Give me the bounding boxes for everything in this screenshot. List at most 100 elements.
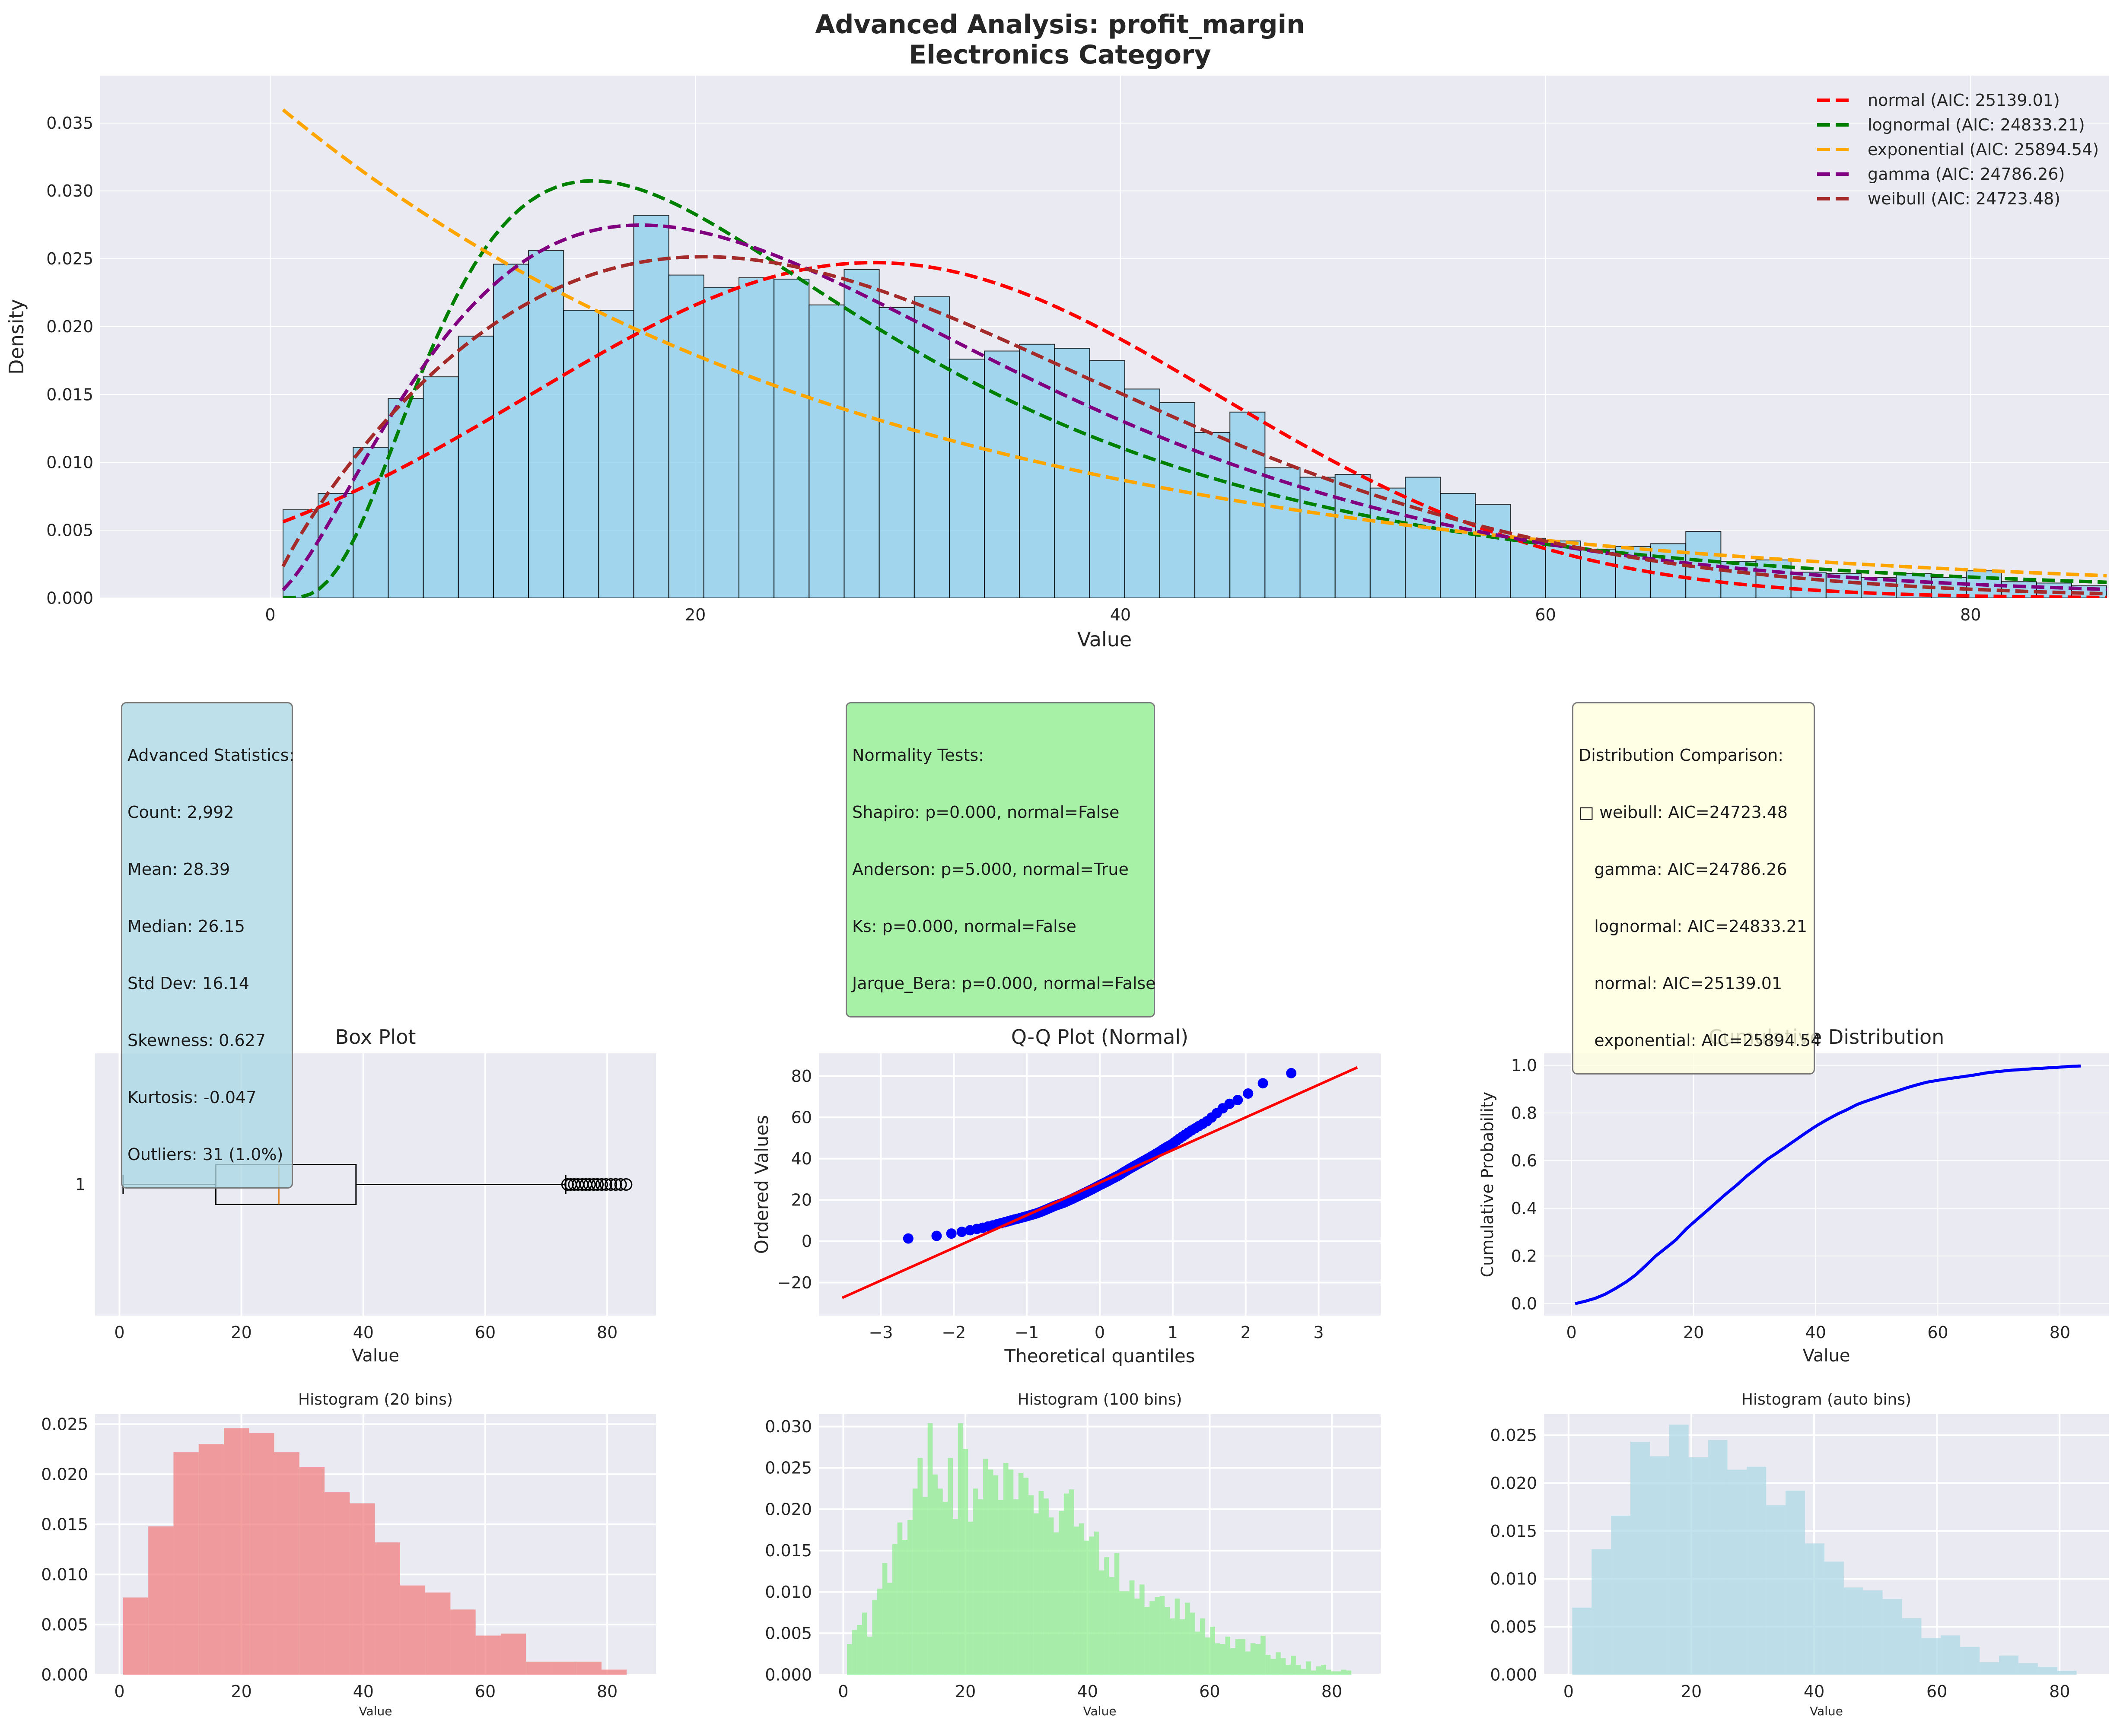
main-hist-bar [633, 215, 669, 598]
histauto-bar [1980, 1662, 1999, 1675]
main-hist-bar [1159, 402, 1196, 598]
main-hist-bar [1404, 477, 1441, 598]
cdf-xtick-label: 20 [1683, 1323, 1704, 1342]
cdf-ytick-label: 0.8 [1511, 1103, 1537, 1122]
comparison-line: gamma: AIC=24786.26 [1579, 860, 1787, 879]
tests-line: Ks: p=0.000, normal=False [852, 917, 1076, 936]
main-hist-bar [668, 274, 704, 598]
qq-xtick-label: 0 [1095, 1323, 1105, 1342]
box-outlier [609, 1178, 622, 1191]
main-hist-bar [563, 310, 599, 598]
advanced-statistics-box: Advanced Statistics: Count: 2,992 Mean: … [121, 702, 294, 1189]
main-xtick-label: 80 [1960, 605, 1981, 624]
cdf-gridlines [1544, 1053, 2109, 1316]
histauto-bar [1766, 1505, 1786, 1675]
tests-line: Jarque_Bera: p=0.000, normal=False [852, 974, 1156, 993]
hist100-bar [867, 1636, 872, 1675]
hauto-xtick-label: 60 [1926, 1682, 1947, 1701]
hist100-bar [892, 1544, 898, 1675]
hauto-ytick-label: 0.005 [1490, 1617, 1537, 1636]
hist100-bar [1063, 1493, 1069, 1675]
hist100-bar [958, 1423, 963, 1675]
h20-xtick-label: 40 [353, 1682, 374, 1701]
histauto-bar [1863, 1590, 1883, 1675]
hist100-bar [1169, 1618, 1175, 1675]
main-hist-bar [914, 296, 950, 598]
cdf-ytick-label: 0.6 [1511, 1151, 1537, 1170]
hist20-bar [350, 1503, 375, 1675]
h20-xtick-label: 80 [597, 1682, 618, 1701]
main-fit-curves [281, 108, 2107, 598]
hist100-bar [933, 1474, 938, 1675]
hist100-bar [1316, 1666, 1321, 1675]
qq-point [903, 1233, 914, 1244]
main-hist-bar [1299, 477, 1336, 598]
main-ytick-label: 0.000 [46, 588, 93, 607]
qq-point [931, 1230, 942, 1241]
histauto-bar [1843, 1587, 1863, 1675]
hist20-bar [576, 1661, 602, 1675]
hist100-bar [1003, 1463, 1009, 1675]
qq-xtick-label: −2 [942, 1323, 966, 1342]
hist100-bar [1265, 1655, 1271, 1675]
qq-xtick-label: −3 [869, 1323, 893, 1342]
box-outlier [591, 1178, 604, 1191]
hist20-bar [400, 1585, 426, 1675]
hauto-ytick-label: 0.000 [1490, 1665, 1537, 1684]
cdf-ytick-label: 0.4 [1511, 1199, 1537, 1218]
qq-ytick-label: 40 [791, 1149, 812, 1168]
cdf-line [1575, 1064, 2081, 1305]
qq-ytick-label: 0 [802, 1232, 812, 1251]
comparison-line: □ weibull: AIC=24723.48 [1579, 803, 1788, 822]
main-hist-bar [423, 376, 459, 598]
h100-xtick-label: 20 [955, 1682, 976, 1701]
h100-ytick-label: 0.025 [765, 1459, 812, 1478]
hist100-bar [1230, 1648, 1235, 1675]
qq-point [1257, 1078, 1268, 1089]
hist100-bar [963, 1449, 968, 1675]
stats-line: Skewness: 0.627 [127, 1031, 266, 1050]
hist100-bar [1144, 1607, 1150, 1675]
hist100-bar [1276, 1652, 1281, 1675]
cdf-marks [1575, 1064, 2081, 1305]
qq-xtick-label: 2 [1241, 1323, 1251, 1342]
hist100-bar [927, 1423, 933, 1675]
h20-title: Histogram (20 bins) [298, 1391, 453, 1409]
main-ytick-label: 0.030 [46, 181, 93, 200]
hist20-bar [123, 1597, 149, 1675]
hist100-bar [1210, 1626, 1216, 1675]
hist100-bar [1028, 1495, 1034, 1675]
box-outlier [561, 1178, 574, 1191]
hist100-bar [877, 1588, 882, 1675]
figure-title-line1: Advanced Analysis: profit_margin [815, 10, 1305, 40]
hist20-bar [148, 1526, 174, 1675]
qq-marks [841, 1066, 1358, 1299]
hist100-bar [942, 1501, 948, 1675]
tests-line: Normality Tests: [852, 746, 984, 765]
h100-title: Histogram (100 bins) [1018, 1391, 1182, 1409]
histauto-bar [1960, 1647, 1980, 1675]
hist100-bar [872, 1600, 878, 1675]
hist100-bar [1154, 1597, 1160, 1675]
hist100-bar [1099, 1570, 1105, 1675]
figure-title-line2: Electronics Category [909, 40, 1211, 70]
histauto-bar [2018, 1663, 2038, 1675]
qq-panel: −3 −2 −1 0 1 2 3 −20 0 20 40 60 80 Q-Q Plot (Normal) T… [751, 1025, 1381, 1367]
main-hist-bar [809, 304, 845, 598]
qq-ytick-label: −20 [777, 1273, 812, 1292]
hist100-bar [1301, 1669, 1306, 1675]
qq-xtick-label: 1 [1168, 1323, 1178, 1342]
histauto-bar [1786, 1491, 1805, 1675]
hist100-bar [1059, 1510, 1064, 1675]
histauto-bar [1592, 1549, 1611, 1675]
box-xtick-label: 0 [114, 1323, 124, 1342]
main-hist-bar [1054, 348, 1090, 598]
main-xtick-label: 0 [265, 605, 275, 624]
hist100-bar [1124, 1591, 1130, 1675]
histauto-bar [2037, 1667, 2057, 1675]
h20-xtick-label: 20 [231, 1682, 251, 1701]
hauto-marks [1572, 1424, 2077, 1675]
hist100-bar [1326, 1669, 1331, 1675]
h100-ytick-label: 0.005 [765, 1624, 812, 1643]
